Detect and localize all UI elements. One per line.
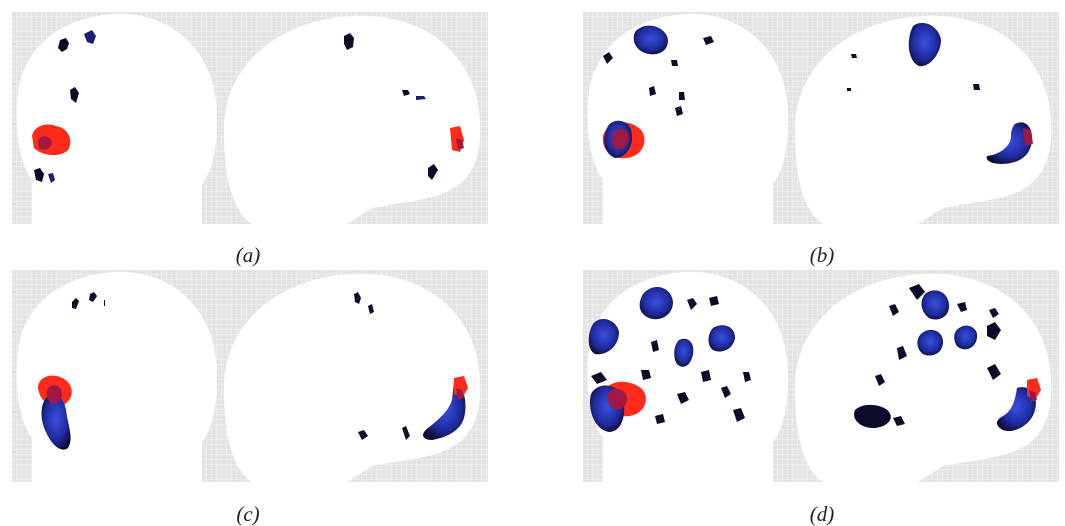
panel-caption-a: (a) (235, 243, 261, 267)
brain-sagittal-a (223, 15, 481, 224)
activation-blobs-d-right (854, 284, 1041, 432)
brain-coronal-b (587, 13, 789, 224)
activation-blobs-a-right (344, 33, 464, 180)
brain-sagittal-b (794, 15, 1052, 224)
panel-caption-d: (d) (809, 502, 835, 526)
panel-caption-c: (c) (236, 502, 260, 526)
panel-b (583, 12, 1059, 224)
activation-blobs-a-left (32, 30, 96, 183)
activation-blobs-d-left (588, 287, 751, 432)
brain-map-a (12, 12, 488, 224)
brain-sagittal-c (223, 273, 481, 482)
activation-blobs-c-right (354, 292, 468, 440)
panel-a (12, 12, 488, 224)
brain-sagittal-d (794, 273, 1052, 482)
activation-blobs-b-left (602, 25, 714, 159)
activation-blobs-b-right (847, 22, 1033, 164)
brain-map-c (12, 270, 488, 482)
panel-d (583, 270, 1059, 482)
brain-map-b (583, 12, 1059, 224)
brain-coronal-a (16, 13, 218, 224)
panel-c (12, 270, 488, 482)
activation-blobs-c-left (38, 292, 105, 450)
panel-caption-b: (b) (809, 243, 835, 267)
brain-coronal-d (587, 271, 789, 482)
brain-map-d (583, 270, 1059, 482)
